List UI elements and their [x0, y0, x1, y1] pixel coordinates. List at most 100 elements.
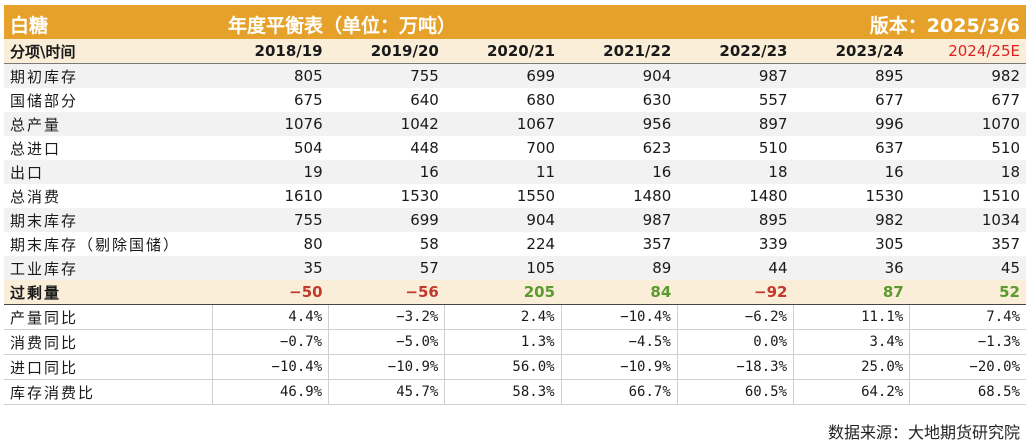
- row-label: 总产量: [4, 112, 213, 136]
- cell-value: −20.0%: [909, 354, 1026, 380]
- cell-value: 205: [444, 280, 562, 305]
- cell-value: 2.4%: [444, 304, 562, 330]
- table-row: 工业库存 35 57 105 89 44 36 45: [4, 256, 1026, 280]
- cell-value: 11: [444, 160, 562, 184]
- cell-value: 448: [328, 136, 445, 160]
- cell-value: −56: [328, 280, 445, 305]
- cell-value: 897: [677, 112, 794, 136]
- cell-value: 895: [677, 208, 794, 232]
- cell-value: 699: [444, 63, 562, 88]
- row-label: 消费同比: [4, 329, 213, 355]
- source-note: 数据来源：大地期货研究院: [827, 423, 1020, 442]
- header-year: 2018/19: [212, 39, 329, 64]
- cell-value: 805: [212, 63, 329, 88]
- cell-value: 1034: [909, 208, 1026, 232]
- header-row: 分项\时间 2018/19 2019/20 2020/21 2021/22 2022/2…: [4, 39, 1026, 64]
- cell-value: −10.9%: [328, 354, 445, 380]
- cell-value: −10.4%: [560, 304, 678, 330]
- cell-value: 357: [561, 232, 678, 256]
- cell-value: 16: [793, 160, 910, 184]
- cell-value: 58: [328, 232, 445, 256]
- cell-value: −92: [677, 280, 794, 305]
- cell-value: 57: [328, 256, 445, 280]
- table-row: 产量同比 4.4% −3.2% 2.4% −10.4% −6.2% 11.1% 7.4%: [4, 304, 1026, 330]
- cell-value: 64.2%: [792, 379, 910, 405]
- row-label: 产量同比: [4, 304, 213, 330]
- row-label: 总消费: [4, 184, 213, 208]
- cell-value: 1530: [793, 184, 910, 208]
- cell-value: 35: [212, 256, 329, 280]
- cell-value: 755: [328, 63, 445, 88]
- cell-value: 1070: [909, 112, 1026, 136]
- cell-value: 52: [909, 280, 1026, 305]
- table-row: 期末库存 755 699 904 987 895 982 1034: [4, 208, 1026, 232]
- main-rows: 期初库存 805 755 699 904 987 895 982 国储部分 675 640 680 63…: [4, 63, 1026, 305]
- cell-value: 987: [561, 208, 678, 232]
- cell-value: 1076: [212, 112, 329, 136]
- table-row: 国储部分 675 640 680 630 557 677 677: [4, 88, 1026, 112]
- cell-value: 46.9%: [211, 379, 329, 405]
- cell-value: 44: [677, 256, 794, 280]
- table-row: 出口 19 16 11 16 18 16 18: [4, 160, 1026, 184]
- cell-value: 677: [909, 88, 1026, 112]
- cell-value: 19: [212, 160, 329, 184]
- cell-value: 630: [561, 88, 678, 112]
- table-row: 期末库存（剔除国储） 80 58 224 357 339 305 357: [4, 232, 1026, 256]
- table-row: 期初库存 805 755 699 904 987 895 982: [4, 63, 1026, 88]
- cell-value: 16: [328, 160, 445, 184]
- cell-value: 89: [561, 256, 678, 280]
- cell-value: 987: [677, 63, 794, 88]
- cell-value: 1610: [212, 184, 329, 208]
- cell-value: 699: [328, 208, 445, 232]
- row-label: 期末库存: [4, 208, 213, 232]
- cell-value: 956: [561, 112, 678, 136]
- cell-value: 623: [561, 136, 678, 160]
- cell-value: −50: [212, 280, 329, 305]
- cell-value: 4.4%: [211, 304, 329, 330]
- cell-value: −10.4%: [211, 354, 329, 380]
- cell-value: 982: [793, 208, 910, 232]
- cell-value: 87: [793, 280, 910, 305]
- row-label: 出口: [4, 160, 213, 184]
- cell-value: 675: [212, 88, 329, 112]
- cell-value: 58.3%: [444, 379, 562, 405]
- header-year: 2024/25E: [909, 39, 1026, 64]
- cell-value: 1550: [444, 184, 562, 208]
- cell-value: −10.9%: [560, 354, 678, 380]
- cell-value: 510: [909, 136, 1026, 160]
- cell-value: 904: [561, 63, 678, 88]
- cell-value: 3.4%: [792, 329, 910, 355]
- cell-value: 1510: [909, 184, 1026, 208]
- ratio-rows: 产量同比 4.4% −3.2% 2.4% −10.4% −6.2% 11.1% 7.4% 消费同…: [4, 304, 1026, 405]
- row-label: 库存消费比: [4, 379, 213, 405]
- cell-value: 895: [793, 63, 910, 88]
- cell-value: 224: [444, 232, 562, 256]
- cell-value: 45: [909, 256, 1026, 280]
- cell-value: 339: [677, 232, 794, 256]
- balance-sheet: 白糖 年度平衡表（单位：万吨） 版本：2025/3/6 分项\时间 2018/1…: [4, 5, 1026, 405]
- cell-value: 305: [793, 232, 910, 256]
- cell-value: 357: [909, 232, 1026, 256]
- table-row: 消费同比 −0.7% −5.0% 1.3% −4.5% 0.0% 3.4% −1.3%: [4, 329, 1026, 355]
- cell-value: 7.4%: [909, 304, 1026, 330]
- cell-value: 0.0%: [676, 329, 794, 355]
- cell-value: 982: [909, 63, 1026, 88]
- row-label: 工业库存: [4, 256, 213, 280]
- cell-value: 18: [909, 160, 1026, 184]
- cell-value: 637: [793, 136, 910, 160]
- cell-value: −5.0%: [328, 329, 445, 355]
- cell-value: 1042: [328, 112, 445, 136]
- cell-value: 36: [793, 256, 910, 280]
- cell-value: 80: [212, 232, 329, 256]
- cell-value: 504: [212, 136, 329, 160]
- row-label: 总进口: [4, 136, 213, 160]
- title-bar: 白糖 年度平衡表（单位：万吨） 版本：2025/3/6: [4, 5, 1026, 39]
- cell-value: 1530: [328, 184, 445, 208]
- row-label: 过剩量: [4, 280, 213, 305]
- table-row: 库存消费比 46.9% 45.7% 58.3% 66.7% 60.5% 64.2% 68.5%: [4, 379, 1026, 405]
- cell-value: 677: [793, 88, 910, 112]
- table-row: 总产量 1076 1042 1067 956 897 996 1070: [4, 112, 1026, 136]
- cell-value: 904: [444, 208, 562, 232]
- cell-value: 56.0%: [444, 354, 562, 380]
- cell-value: −3.2%: [328, 304, 445, 330]
